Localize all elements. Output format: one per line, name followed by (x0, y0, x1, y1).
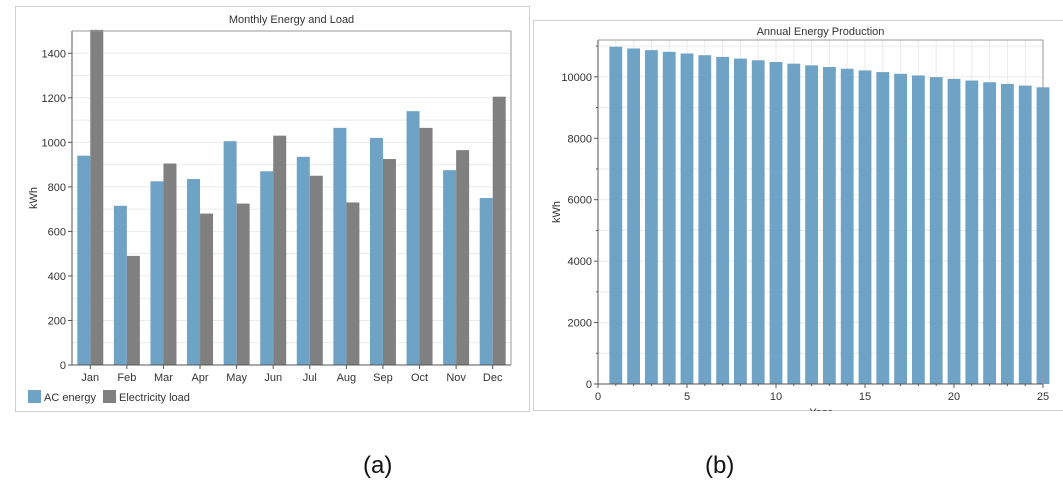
x-tick-label: Feb (117, 372, 136, 384)
x-tick-label: Nov (446, 372, 466, 384)
bar-electricity-load (90, 29, 104, 366)
bar-electricity-load (200, 213, 214, 365)
annual-energy-chart: Annual Energy Production 0 2000 4000 6000 800… (533, 20, 1063, 411)
bar-annual-production (769, 61, 783, 384)
y-tick-label: 8000 (568, 133, 592, 145)
legend-label: AC energy (44, 392, 96, 404)
bar-electricity-load (126, 255, 140, 365)
monthly-energy-chart-panel: Monthly Energy and Load 0 200 400 600 800 1000… (15, 6, 530, 412)
x-tick-label: May (226, 372, 247, 384)
bar-electricity-load (456, 150, 470, 365)
x-tick-label: Apr (191, 372, 208, 384)
x-tick-label: 20 (948, 391, 960, 403)
bar-annual-production (698, 55, 712, 384)
bar-ac-energy (406, 111, 420, 365)
bar-annual-production (911, 75, 925, 384)
x-axis-label: Year (809, 407, 832, 411)
x-tick-label: 10 (770, 391, 782, 403)
bar-annual-production (929, 77, 943, 384)
bar-electricity-load (346, 202, 360, 365)
bar-electricity-load (419, 127, 433, 365)
legend-swatch-ac-energy (28, 390, 41, 403)
y-tick-label: 400 (48, 271, 66, 283)
bar-ac-energy (187, 179, 201, 365)
bar-electricity-load (382, 159, 396, 365)
legend-swatch-electricity-load (103, 390, 116, 403)
bar-annual-production (805, 65, 819, 384)
bar-annual-production (876, 72, 890, 384)
bar-ac-energy (296, 156, 310, 365)
y-tick-label: 200 (48, 315, 66, 327)
bar-annual-production (822, 67, 836, 385)
x-tick-label: Jan (81, 372, 99, 384)
bar-annual-production (1018, 85, 1032, 384)
bar-electricity-load (309, 175, 323, 365)
legend-label: Electricity load (119, 392, 190, 404)
bar-ac-energy (479, 198, 493, 365)
bar-annual-production (1000, 83, 1014, 384)
bar-electricity-load (236, 203, 250, 365)
bar-annual-production (680, 53, 694, 385)
bar-ac-energy (150, 181, 164, 365)
y-tick-label: 0 (60, 360, 66, 372)
y-tick-label: 10000 (561, 72, 592, 84)
annual-energy-chart-panel: Annual Energy Production 0 2000 4000 6000 800… (533, 20, 1063, 411)
x-tick-label: Aug (337, 372, 357, 384)
bar-electricity-load (163, 163, 177, 365)
chart-title: Monthly Energy and Load (229, 14, 354, 26)
y-tick-label: 1200 (42, 93, 66, 105)
bar-annual-production (983, 82, 997, 384)
x-tick-label: 5 (684, 391, 690, 403)
y-tick-label: 600 (48, 226, 66, 238)
bar-annual-production (965, 80, 979, 385)
bar-ac-energy (333, 127, 347, 365)
bar-electricity-load (273, 135, 287, 365)
caption-b: (b) (705, 452, 735, 479)
chart-title: Annual Energy Production (757, 26, 885, 38)
x-tick-label: 15 (859, 391, 871, 403)
y-tick-label: 2000 (568, 318, 592, 330)
y-tick-label: 0 (586, 379, 592, 391)
bar-annual-production (662, 51, 676, 384)
caption-a: (a) (363, 452, 393, 479)
y-tick-label: 1000 (42, 137, 66, 149)
x-tick-label: Jun (264, 372, 282, 384)
bar-annual-production (858, 70, 872, 385)
bar-ac-energy (369, 137, 383, 365)
x-tick-label: Sep (373, 372, 393, 384)
x-tick-label: Mar (154, 372, 173, 384)
bar-ac-energy (443, 170, 457, 365)
bar-annual-production (751, 60, 765, 385)
y-tick-label: 800 (48, 182, 66, 194)
y-axis-label: kWh (28, 187, 40, 209)
x-tick-label: Dec (483, 372, 503, 384)
bar-ac-energy (113, 205, 127, 365)
y-axis-label: kWh (551, 201, 563, 223)
y-tick-label: 1400 (42, 48, 66, 60)
y-tick-label: 4000 (568, 256, 592, 268)
bar-ac-energy (260, 171, 274, 365)
x-tick-label: Oct (411, 372, 428, 384)
monthly-energy-chart: Monthly Energy and Load 0 200 400 600 800 1000… (15, 6, 530, 412)
bar-annual-production (644, 50, 658, 384)
bar-annual-production (609, 46, 623, 384)
bar-annual-production (787, 63, 801, 385)
bar-annual-production (894, 73, 908, 385)
bar-annual-production (627, 48, 641, 385)
bar-annual-production (716, 56, 730, 385)
bar-electricity-load (492, 96, 506, 365)
x-tick-label: 0 (595, 391, 601, 403)
y-tick-label: 6000 (568, 195, 592, 207)
bar-annual-production (947, 78, 961, 384)
bar-ac-energy (77, 155, 91, 365)
x-tick-label: 25 (1037, 391, 1049, 403)
bar-annual-production (733, 58, 747, 384)
bar-ac-energy (223, 141, 237, 365)
bar-annual-production (840, 68, 854, 384)
x-tick-label: Jul (303, 372, 317, 384)
